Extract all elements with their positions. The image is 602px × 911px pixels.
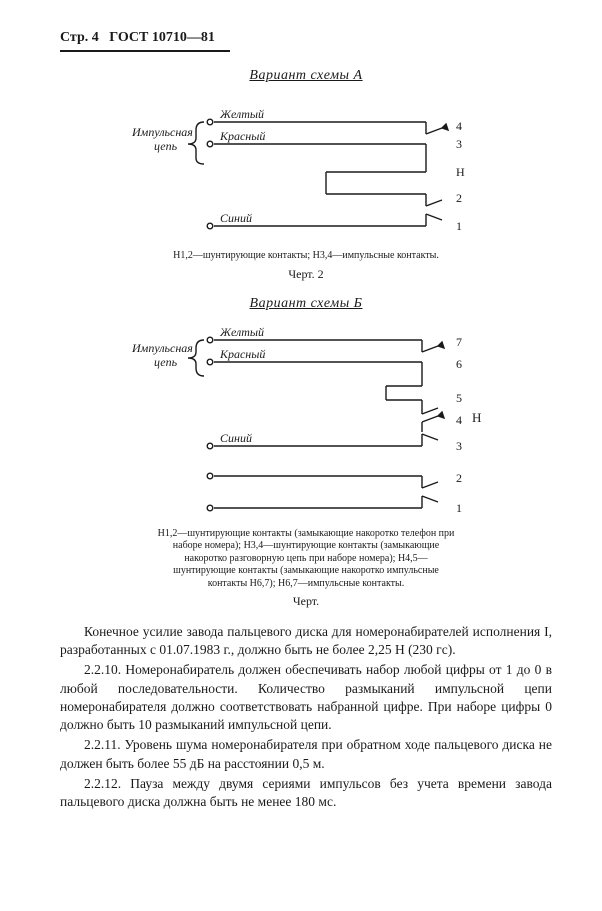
diagram-a-caption: Н1,2—шунтирующие контакты; Н3,4—импульсн… — [156, 250, 456, 263]
para-4: 2.2.12. Пауза между двумя сериями импуль… — [60, 775, 552, 811]
diagram-a: Импульсная цепь Желтый Красный Синий 4 3… — [60, 94, 552, 244]
diagram-b-caption: Н1,2—шунтирующие контакты (замыкающие на… — [156, 528, 456, 591]
term-1: 1 — [456, 219, 462, 233]
para-2: 2.2.10. Номеронабиратель должен обеспечи… — [60, 661, 552, 734]
pulse-label-a2: цепь — [154, 139, 178, 153]
wire-label-zh: Желтый — [219, 107, 264, 121]
pulse-label-b1: Импульсная — [131, 341, 193, 355]
standard-code: ГОСТ 10710—81 — [109, 30, 215, 45]
tb-3: 3 — [456, 439, 462, 453]
wire-b-kr: Красный — [219, 347, 265, 361]
term-2: 2 — [456, 191, 462, 205]
tb-2: 2 — [456, 471, 462, 485]
page-header: Стр. 4 ГОСТ 10710—81 — [60, 30, 552, 46]
tb-H: Н — [472, 410, 481, 425]
tb-1: 1 — [456, 501, 462, 515]
page-content: Стр. 4 ГОСТ 10710—81 Вариант схемы А — [0, 0, 602, 843]
term-3: 3 — [456, 137, 462, 151]
term-4: 4 — [456, 119, 462, 133]
diagram-b: Импульсная цепь Желтый Красный Синий 7 6… — [60, 322, 552, 522]
wire-label-sn: Синий — [220, 211, 252, 225]
tb-7: 7 — [456, 335, 462, 349]
diagram-a-svg: Импульсная цепь Желтый Красный Синий 4 3… — [126, 94, 486, 244]
pulse-label-a1: Импульсная — [131, 125, 193, 139]
body-text: Конечное усилие завода пальцевого диска … — [60, 623, 552, 811]
diagram-b-title: Вариант схемы Б — [60, 296, 552, 312]
diagram-b-fig: Черт. — [60, 594, 552, 609]
wire-b-sn: Синий — [220, 431, 252, 445]
page-number: Стр. 4 — [60, 30, 99, 45]
tb-6: 6 — [456, 357, 462, 371]
tb-5: 5 — [456, 391, 462, 405]
term-H: Н — [456, 165, 465, 179]
para-3: 2.2.11. Уровень шума номеронабирателя пр… — [60, 736, 552, 772]
wire-label-kr: Красный — [219, 129, 265, 143]
pulse-label-b2: цепь — [154, 355, 178, 369]
wire-b-zh: Желтый — [219, 325, 264, 339]
diagram-a-title: Вариант схемы А — [60, 68, 552, 84]
tb-4: 4 — [456, 413, 462, 427]
diagram-b-svg: Импульсная цепь Желтый Красный Синий 7 6… — [126, 322, 486, 522]
header-rule — [60, 50, 230, 52]
diagram-a-fig: Черт. 2 — [60, 267, 552, 282]
para-1: Конечное усилие завода пальцевого диска … — [60, 623, 552, 659]
